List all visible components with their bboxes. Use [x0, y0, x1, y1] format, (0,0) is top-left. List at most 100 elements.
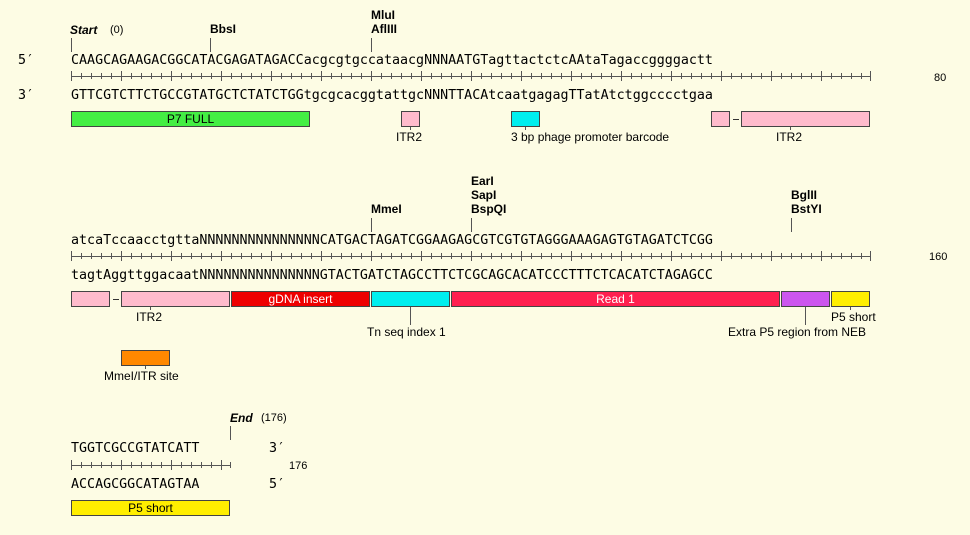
ruler-tick: [791, 73, 792, 79]
feature-pointer-line: [805, 307, 806, 325]
ruler-tick: [141, 462, 142, 468]
top-strand-sequence[interactable]: TGGTCGCCGTATCATT: [71, 441, 200, 456]
feature-label-itr2: ITR2: [396, 130, 423, 144]
feature-pointer-line: [790, 127, 791, 130]
ruler-tick: [841, 73, 842, 79]
ruler-tick: [351, 73, 352, 79]
enzyme-bstyi[interactable]: BstYI: [791, 202, 822, 216]
ruler-tick: [301, 253, 302, 259]
ruler-tick: [501, 73, 502, 79]
ruler-tick: [81, 462, 82, 468]
ruler-tick: [481, 73, 482, 79]
start-label: Start: [70, 23, 98, 37]
ruler-tick: [581, 253, 582, 259]
feature-gdna-insert[interactable]: gDNA insert: [231, 291, 370, 307]
sequence-ruler: [71, 465, 230, 466]
ruler-tick: [621, 71, 622, 81]
enzyme-mmei[interactable]: MmeI: [371, 202, 402, 216]
feature-mmei-itr-site[interactable]: [121, 350, 170, 366]
ruler-tick: [751, 253, 752, 259]
ruler-tick: [771, 71, 772, 81]
feature-label: Read 1: [596, 292, 635, 306]
ruler-tick: [831, 73, 832, 79]
bottom-strand-sequence[interactable]: tagtAggttggacaatNNNNNNNNNNNNNNNGTACTGATC…: [71, 268, 713, 283]
ruler-tick: [761, 253, 762, 259]
ruler-tick: [581, 73, 582, 79]
ruler-tick: [431, 73, 432, 79]
feature-label-p5-short: P5 short: [831, 310, 876, 324]
ruler-tick: [681, 73, 682, 79]
ruler-tick: [211, 73, 212, 79]
row-end-number: 80: [934, 72, 947, 84]
feature-itr2-part-b[interactable]: [741, 111, 870, 127]
ruler-tick: [311, 73, 312, 79]
ruler-tick: [821, 71, 822, 81]
enzyme-bbsi[interactable]: BbsI: [210, 22, 237, 36]
ruler-tick: [671, 251, 672, 261]
enzyme-afliii[interactable]: AflIII: [371, 22, 397, 36]
feature-itr2-small[interactable]: [401, 111, 420, 127]
ruler-tick: [471, 251, 472, 261]
enzyme-bspqi[interactable]: BspQI: [471, 202, 507, 216]
ruler-tick: [691, 253, 692, 259]
ruler-tick: [601, 73, 602, 79]
ruler-tick: [391, 73, 392, 79]
feature-label-barcode: 3 bp phage promoter barcode: [511, 130, 670, 144]
enzyme-eari[interactable]: EarI: [471, 174, 494, 188]
ruler-tick: [371, 71, 372, 81]
feature-join-dash: [733, 119, 739, 120]
ruler-tick: [751, 73, 752, 79]
ruler-tick: [561, 73, 562, 79]
ruler-tick: [161, 73, 162, 79]
ruler-tick: [221, 71, 222, 81]
ruler-tick: [91, 462, 92, 468]
top-strand-sequence[interactable]: atcaTccaacctgttaNNNNNNNNNNNNNNNCATGACTAG…: [71, 233, 713, 248]
ruler-tick: [491, 253, 492, 259]
feature-pointer-line: [150, 307, 151, 310]
ruler-tick: [721, 71, 722, 81]
feature-p7-full[interactable]: P7 FULL: [71, 111, 310, 127]
ruler-tick: [861, 73, 862, 79]
feature-barcode[interactable]: [511, 111, 540, 127]
ruler-tick: [521, 71, 522, 81]
ruler-tick: [721, 251, 722, 261]
ruler-tick: [401, 253, 402, 259]
ruler-tick: [261, 253, 262, 259]
ruler-tick: [131, 253, 132, 259]
bottom-strand-sequence[interactable]: ACCAGCGGCATAGTAA: [71, 477, 200, 492]
ruler-tick: [131, 73, 132, 79]
ruler-tick: [431, 253, 432, 259]
feature-p5-short[interactable]: P5 short: [71, 500, 230, 516]
ruler-tick: [701, 73, 702, 79]
ruler-tick: [381, 73, 382, 79]
ruler-tick: [691, 73, 692, 79]
feature-join-dash: [113, 299, 119, 300]
feature-p5-short-part[interactable]: [831, 291, 870, 307]
ruler-tick: [81, 73, 82, 79]
feature-pointer-line: [410, 307, 411, 325]
feature-itr2-part-c[interactable]: [71, 291, 110, 307]
ruler-tick: [101, 462, 102, 468]
feature-read-1[interactable]: Read 1: [451, 291, 780, 307]
feature-itr2-part-d[interactable]: [121, 291, 230, 307]
ruler-tick: [181, 73, 182, 79]
bottom-strand-sequence[interactable]: GTTCGTCTTCTGCCGTATGCTCTATCTGGtgcgcacggta…: [71, 88, 713, 103]
enzyme-bglii[interactable]: BglII: [791, 188, 817, 202]
feature-pointer-line: [525, 127, 526, 130]
ruler-tick: [531, 73, 532, 79]
ruler-tick: [71, 460, 72, 470]
ruler-tick: [171, 71, 172, 81]
ruler-tick: [211, 462, 212, 468]
ruler-tick: [101, 253, 102, 259]
ruler-tick: [361, 73, 362, 79]
feature-itr2-part-a[interactable]: [711, 111, 730, 127]
mlui-site-line: [371, 38, 372, 52]
ruler-tick: [741, 253, 742, 259]
feature-extra-p5[interactable]: [781, 291, 830, 307]
feature-tnseq-index[interactable]: [371, 291, 450, 307]
top-strand-sequence[interactable]: CAAGCAGAAGACGGCATACGAGATAGACCacgcgtgccat…: [71, 53, 713, 68]
ruler-tick: [551, 253, 552, 259]
enzyme-sapi[interactable]: SapI: [471, 188, 497, 202]
enzyme-mlui[interactable]: MluI: [371, 8, 395, 22]
ruler-tick: [591, 253, 592, 259]
